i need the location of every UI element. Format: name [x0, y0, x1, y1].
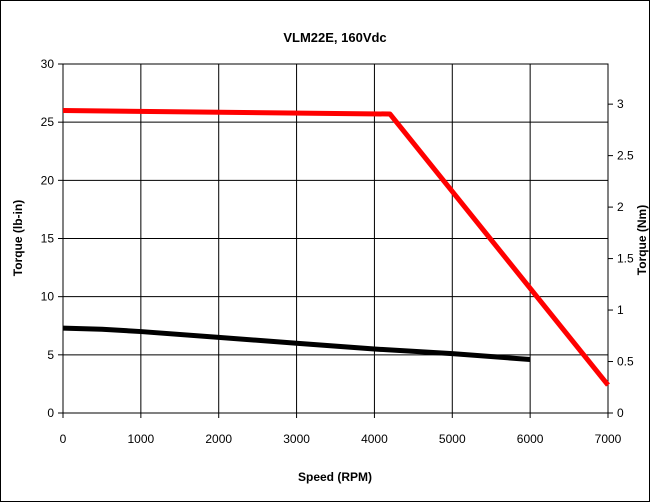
x-tick-label: 5000: [439, 432, 466, 446]
series-group: [62, 108, 610, 387]
y2-tick-label: 0: [617, 406, 624, 420]
y2-tick-label: 1.5: [617, 252, 634, 266]
x-tick-label: 7000: [595, 432, 622, 446]
y2-tick-label: 0.5: [617, 355, 634, 369]
y2-axis-label: Torque (Nm): [635, 205, 649, 275]
chart-title: VLM22E, 160Vdc: [283, 30, 386, 45]
y2-tick-label: 2: [617, 200, 624, 214]
y-axis-ticks: 0 5 10 15 20 25 30: [41, 57, 63, 420]
y2-tick-label: 3: [617, 97, 624, 111]
x-tick-label: 0: [60, 432, 67, 446]
x-tick-label: 3000: [283, 432, 310, 446]
grid-lines: [63, 64, 608, 413]
series-line-1: [62, 108, 610, 387]
series-line-2: [62, 325, 531, 362]
x-tick-label: 6000: [517, 432, 544, 446]
y-tick-label: 10: [41, 290, 55, 304]
x-tick-label: 1000: [128, 432, 155, 446]
y-tick-label: 25: [41, 115, 55, 129]
y-tick-label: 5: [47, 348, 54, 362]
y2-tick-label: 1: [617, 303, 624, 317]
x-axis-label: Speed (RPM): [298, 470, 372, 484]
y2-axis-ticks: 0 0.5 1 1.5 2 2.5 3: [608, 97, 634, 420]
x-tick-label: 4000: [361, 432, 388, 446]
x-axis-ticks: 0 1000 2000 3000 4000 5000 6000 7000: [60, 413, 622, 446]
y2-tick-label: 2.5: [617, 149, 634, 163]
y-tick-label: 0: [47, 406, 54, 420]
y-axis-label: Torque (lb-in): [11, 200, 25, 276]
y-tick-label: 15: [41, 232, 55, 246]
y-tick-label: 20: [41, 173, 55, 187]
y-tick-label: 30: [41, 57, 55, 71]
x-tick-label: 2000: [205, 432, 232, 446]
